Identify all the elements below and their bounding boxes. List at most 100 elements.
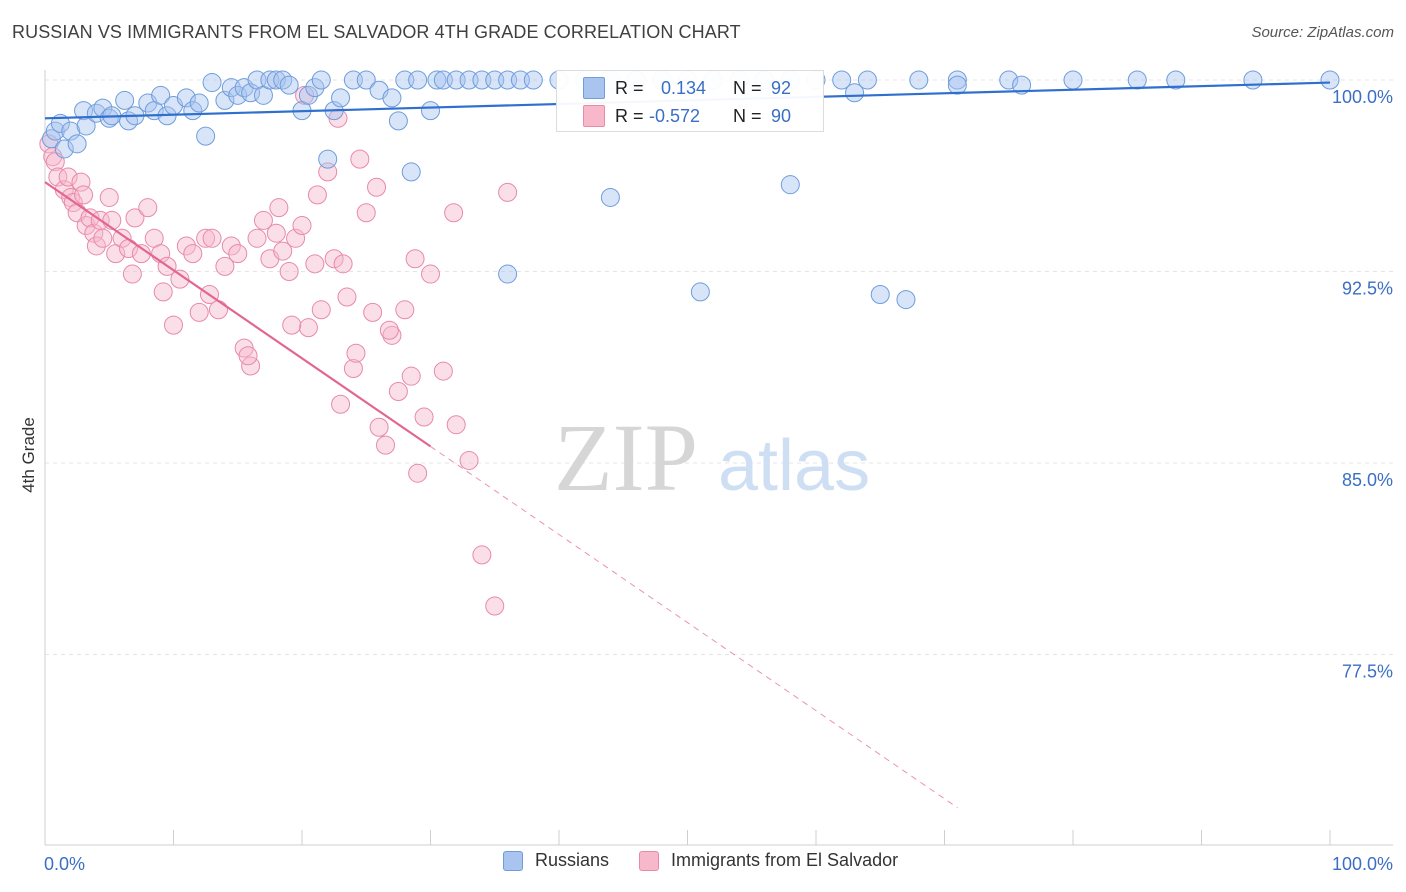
russians-point [279,75,299,95]
russians-point [1012,75,1032,95]
legend-swatch-russians [503,850,523,871]
el-salvador-point [238,346,258,366]
el-salvador-point [196,228,216,248]
el-salvador-point [472,545,492,565]
stats-swatch-russians [583,77,605,99]
legend-label-russians: Russians [535,850,610,870]
russians-point [845,83,865,103]
el-salvador-point [324,249,344,269]
el-salvador-point [388,382,408,402]
y-tick-label: 77.5% [1342,662,1393,682]
russians-point [1063,70,1083,90]
el-salvador-point [99,187,119,207]
el-salvador-point [282,315,302,335]
russians-point [196,126,216,146]
stats-n-label: N = [733,105,762,126]
el-salvador-point [247,228,267,248]
el-salvador-point [286,228,306,248]
russians-point [61,121,81,141]
russians-point [273,70,293,90]
el-salvador-point [215,256,235,276]
stats-legend: R = 0.134 N = 92 R = -0.572 N = 90 [556,70,824,132]
el-salvador-point [298,318,318,338]
el-salvador-point [170,269,190,289]
el-salvador-point [498,182,518,202]
el-salvador-point [273,241,293,261]
russians-point [356,70,376,90]
el-salvador-point [48,167,68,187]
el-salvador-point [266,223,286,243]
el-salvador-point [333,254,353,274]
el-salvador-point [307,185,327,205]
el-salvador-point [408,463,428,483]
legend-item-russians[interactable]: Russians [503,850,609,871]
y-tick-label: 92.5% [1342,279,1393,299]
russians-point [202,73,222,93]
watermark-atlas: atlas [718,426,870,506]
russians-point [999,70,1019,90]
russians-point [382,88,402,108]
x-tick-label-max: 100.0% [1332,854,1393,874]
watermark-zip: ZIP [554,404,698,511]
el-salvador-point [350,149,370,169]
el-salvador-point [292,216,312,236]
y-axis-label: 4th Grade [19,417,38,493]
russians-point [151,85,171,105]
russians-point [1243,70,1263,90]
legend-item-el-salvador[interactable]: Immigrants from El Salvador [639,850,898,871]
russians-point [427,70,447,90]
russians-point [857,70,877,90]
el-salvador-point [208,300,228,320]
el-salvador-point [112,228,132,248]
russians-point [99,108,119,128]
russians-point [832,70,852,90]
russians-point [408,70,428,90]
stats-r-value: -0.572 [649,105,701,126]
russians-point [67,134,87,154]
el-salvador-point [153,282,173,302]
stats-n-label: N = [733,77,762,98]
trend-line-el-salvador [44,181,432,448]
y-tick-label: 100.0% [1332,87,1393,107]
russians-point [189,93,209,113]
russians-point [909,70,929,90]
el-salvador-point [433,361,453,381]
russians-point [305,78,325,98]
el-salvador-point [221,236,241,256]
el-salvador-point [269,198,289,218]
el-salvador-point [331,394,351,414]
el-salvador-point [379,320,399,340]
russians-point [298,85,318,105]
stats-n-value: 90 [771,105,792,126]
el-salvador-point [446,415,466,435]
legend-swatch-el-salvador [639,850,660,871]
el-salvador-point [122,264,142,284]
trend-line-extension-el-salvador [430,445,958,809]
russians-point [54,139,74,159]
el-salvador-point [86,236,106,256]
series-russians-points [41,70,1340,310]
el-salvador-point [369,417,389,437]
el-salvador-point [311,300,331,320]
el-salvador-point [176,236,196,256]
el-salvador-point [376,435,396,455]
russians-point [1320,70,1340,90]
el-salvador-point [367,177,387,197]
el-salvador-point [84,223,104,243]
el-salvador-point [343,359,363,379]
russians-point [947,75,967,95]
el-salvador-point [485,596,505,616]
el-salvador-point [164,315,183,335]
el-salvador-point [39,134,59,154]
russians-point [388,111,408,131]
stats-r-label: R = [615,77,644,98]
russians-point [176,88,196,108]
russians-point [1127,70,1147,90]
el-salvador-point [138,198,158,218]
el-salvador-point [189,302,209,322]
el-salvador-point [337,287,357,307]
russians-point [421,101,440,121]
el-salvador-point [414,407,434,427]
russians-point [215,90,235,110]
